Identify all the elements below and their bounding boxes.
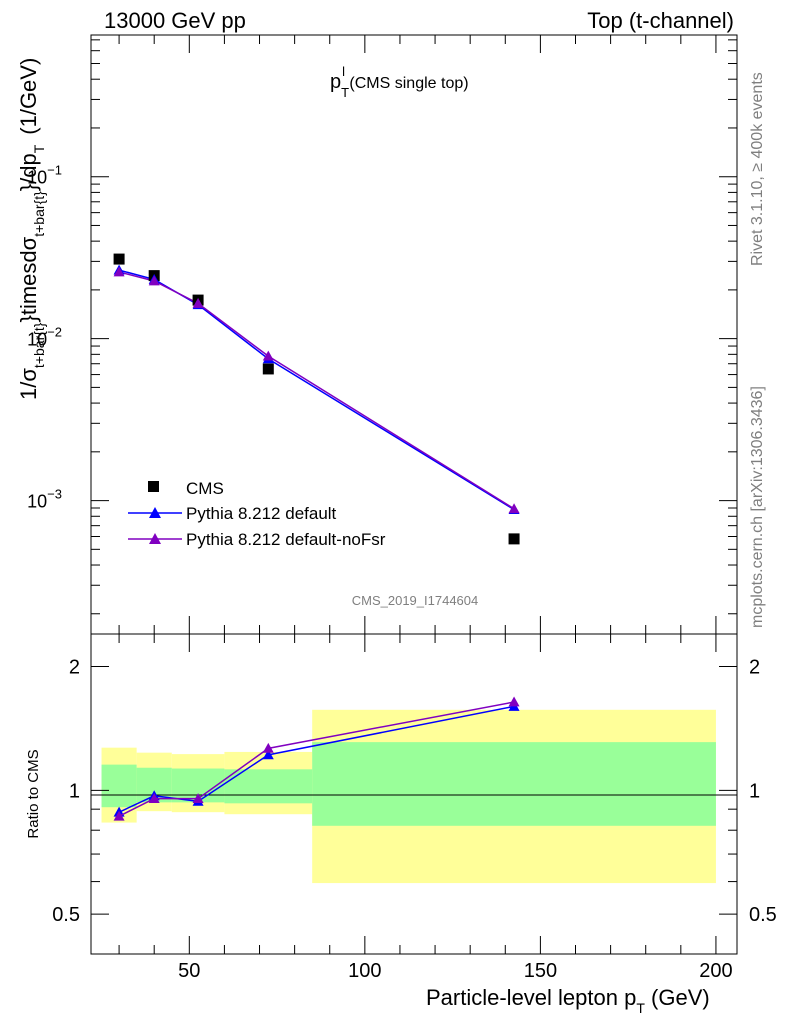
legend-marker-cms	[148, 481, 159, 492]
mc-data-point-2	[262, 350, 274, 361]
ratio-band-inner	[101, 764, 137, 808]
ratio-ytick-label-right: 0.5	[749, 904, 777, 926]
legend-marker-nofsr	[149, 533, 161, 544]
ratio-point-1	[262, 742, 274, 753]
main-ytick-label: 10−3	[27, 487, 62, 512]
ratio-ytick-label-right: 1	[749, 780, 760, 802]
ratio-frame	[90, 633, 738, 955]
legend-marker-default	[149, 507, 161, 518]
header-left: 13000 GeV pp	[104, 8, 246, 33]
ratio-ylabel: Ratio to CMS	[25, 749, 42, 838]
rivet-label: Rivet 3.1.10, ≥ 400k events	[749, 72, 766, 266]
mc-data-point-2	[148, 275, 160, 286]
header-right: Top (t-channel)	[587, 8, 734, 33]
mc-data-point-2	[113, 266, 125, 277]
mc-data-point-2	[192, 297, 204, 308]
ratio-ticks: 0.5 0.5 1 1 2 2 50 100 150 200	[52, 634, 777, 982]
legend-label-nofsr: Pythia 8.212 default-noFsr	[186, 530, 386, 549]
ratio-point-1	[148, 793, 160, 803]
series-line-1	[118, 269, 515, 511]
ratio-xtick-label: 200	[699, 960, 732, 982]
main-ytick-label: 10−2	[27, 325, 62, 350]
mc-data-point-2	[508, 503, 520, 514]
ratio-xtick-label: 150	[524, 960, 557, 982]
legend-label-default: Pythia 8.212 default	[186, 504, 337, 523]
ratio-band-inner	[312, 742, 716, 826]
ratio-point-1	[192, 793, 204, 803]
legend-label-cms: CMS	[186, 479, 224, 498]
main-series	[113, 253, 520, 545]
mcplots-label: mcplots.cern.ch [arXiv:1306.3436]	[749, 386, 766, 628]
ratio-ytick-label-right: 2	[749, 657, 760, 679]
main-ylabel: 1/σt+bar{t}}timesdσt+bar{t}}/dpT(1/GeV)	[16, 58, 47, 400]
main-ytick-label: 10−1	[27, 163, 62, 188]
analysis-watermark: CMS_2019_I1744604	[352, 593, 479, 608]
legend: CMS Pythia 8.212 default Pythia 8.212 de…	[128, 479, 386, 549]
main-title: pTl (CMS single top)	[330, 64, 469, 100]
ratio-ytick-label-left: 0.5	[52, 904, 80, 926]
ratio-ytick-label-left: 1	[69, 780, 80, 802]
ratio-xtick-label: 50	[178, 960, 200, 982]
cms-data-point	[113, 253, 125, 265]
ratio-xtick-label: 100	[348, 960, 381, 982]
ratio-panel: 0.5 0.5 1 1 2 2 50 100 150 200 Ratio to CMS Parti…	[25, 633, 777, 1016]
ratio-point-0	[262, 749, 274, 760]
cms-data-point	[262, 363, 274, 375]
ratio-point-1	[508, 696, 520, 707]
main-panel: 10−1 10−2 10−3 pTl (CMS single top) CMS_20…	[16, 34, 738, 635]
ratio-series	[113, 696, 520, 821]
ratio-ytick-label-left: 2	[69, 657, 80, 679]
cms-data-point	[508, 533, 520, 545]
main-ticks: 10−1 10−2 10−3	[27, 35, 737, 634]
ratio-xlabel: Particle-level lepton pT (GeV)	[426, 985, 710, 1016]
ratio-point-1	[113, 810, 125, 821]
ratio-bands	[101, 709, 716, 884]
